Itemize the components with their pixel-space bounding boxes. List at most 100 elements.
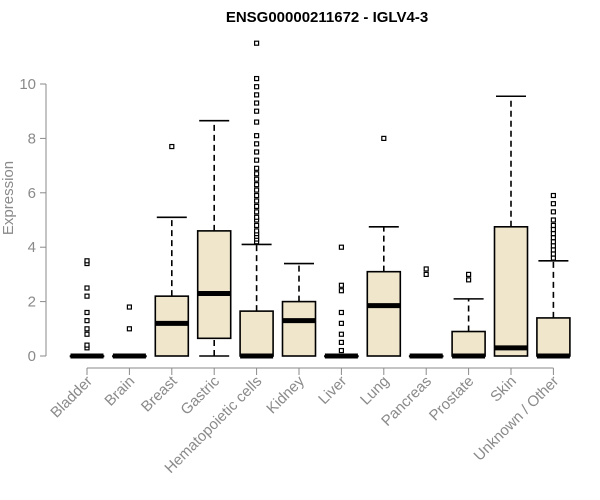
iqr-box xyxy=(493,226,529,357)
box-group-brain xyxy=(112,304,147,359)
y-tick-label: 6 xyxy=(28,185,36,202)
outlier-point xyxy=(550,251,557,257)
outlier-point xyxy=(338,320,344,326)
outlier-point xyxy=(423,271,429,277)
iqr-box xyxy=(366,270,402,357)
y-tick-label: 4 xyxy=(28,239,36,256)
x-tick-label: Breast xyxy=(138,372,181,415)
outlier-point xyxy=(466,271,472,277)
outlier-point xyxy=(550,239,557,245)
outlier-point xyxy=(126,326,133,332)
iqr-box xyxy=(451,330,486,357)
box-group-liver xyxy=(324,244,359,359)
outlier-point xyxy=(550,209,557,215)
outlier-point xyxy=(466,277,472,283)
outlier-point xyxy=(550,247,557,253)
outlier-point xyxy=(84,331,90,337)
outlier-point xyxy=(84,326,90,332)
box-group-prostate xyxy=(451,271,486,359)
outlier-point xyxy=(254,165,260,171)
outlier-point xyxy=(169,143,175,150)
outlier-point xyxy=(550,201,557,207)
x-tick-label: Lung xyxy=(357,373,393,409)
box-group-gastric xyxy=(196,119,232,357)
outlier-point xyxy=(550,222,557,229)
outlier-point xyxy=(254,149,260,155)
outlier-point xyxy=(254,214,260,220)
y-tick-label: 0 xyxy=(28,348,36,365)
outlier-point xyxy=(254,187,260,193)
outlier-point xyxy=(254,75,260,82)
x-tick-label: Bladder xyxy=(47,373,96,422)
outlier-point xyxy=(550,217,557,223)
box-group-breast xyxy=(154,143,190,357)
outlier-point xyxy=(381,135,387,141)
outlier-point xyxy=(550,231,557,237)
x-tick-label: Kidney xyxy=(263,372,308,417)
outlier-point xyxy=(254,100,260,106)
outlier-point xyxy=(254,141,260,147)
outlier-point xyxy=(550,243,557,249)
outlier-point xyxy=(254,40,260,46)
outlier-point xyxy=(84,293,90,299)
y-axis-label: Expression xyxy=(0,161,17,235)
outlier-point xyxy=(338,309,344,316)
outlier-point xyxy=(84,285,90,291)
box-group-skin xyxy=(493,95,529,357)
y-axis: 0 2 4 6 8 10 xyxy=(19,76,47,365)
iqr-box xyxy=(536,317,571,357)
outlier-point xyxy=(254,222,260,229)
outlier-point xyxy=(254,92,260,98)
outlier-point xyxy=(338,347,344,354)
outlier-point xyxy=(84,318,90,324)
iqr-box xyxy=(239,310,274,357)
outlier-point xyxy=(84,342,90,348)
iqr-box xyxy=(196,230,232,340)
box-group-unknown-other xyxy=(536,192,571,359)
outlier-point xyxy=(550,226,557,233)
outlier-point xyxy=(84,258,90,264)
outlier-point xyxy=(254,228,260,234)
outlier-point xyxy=(254,182,260,188)
plot-area xyxy=(69,40,571,359)
box-group-lung xyxy=(366,135,402,357)
outlier-point xyxy=(338,282,344,288)
outlier-point xyxy=(254,84,260,90)
outlier-point xyxy=(254,108,260,114)
outlier-point xyxy=(338,339,344,345)
box-group-kidney xyxy=(281,262,317,357)
outlier-point xyxy=(550,255,557,261)
y-tick-label: 2 xyxy=(28,294,36,311)
outlier-point xyxy=(254,176,260,182)
outlier-point xyxy=(254,203,260,209)
x-tick-label: Skin xyxy=(487,373,520,406)
outlier-point xyxy=(550,192,557,199)
box-group-bladder xyxy=(69,258,105,359)
outlier-point xyxy=(254,171,260,177)
outlier-point xyxy=(338,331,344,337)
x-tick-label: Brain xyxy=(101,373,138,410)
y-tick-label: 8 xyxy=(28,130,36,147)
x-tick-label: Liver xyxy=(315,373,350,408)
outlier-point xyxy=(338,244,344,250)
outlier-point xyxy=(254,133,260,139)
y-tick-label: 10 xyxy=(19,76,36,93)
outlier-point xyxy=(254,209,260,215)
box-group-pancreas xyxy=(408,266,444,359)
outlier-point xyxy=(254,198,260,204)
outlier-point xyxy=(550,235,557,241)
outlier-point xyxy=(254,157,260,163)
outlier-point xyxy=(254,119,260,125)
chart-title: ENSG00000211672 - IGLV4-3 xyxy=(226,9,428,26)
outlier-point xyxy=(84,309,90,316)
iqr-box xyxy=(281,300,317,357)
outlier-point xyxy=(338,288,344,294)
box-group-hematopoietic-cells xyxy=(239,40,274,359)
iqr-box xyxy=(154,295,190,357)
outlier-point xyxy=(126,304,133,310)
outlier-point xyxy=(423,266,429,272)
x-tick-label: Prostate xyxy=(426,373,478,425)
outlier-point xyxy=(254,192,260,199)
